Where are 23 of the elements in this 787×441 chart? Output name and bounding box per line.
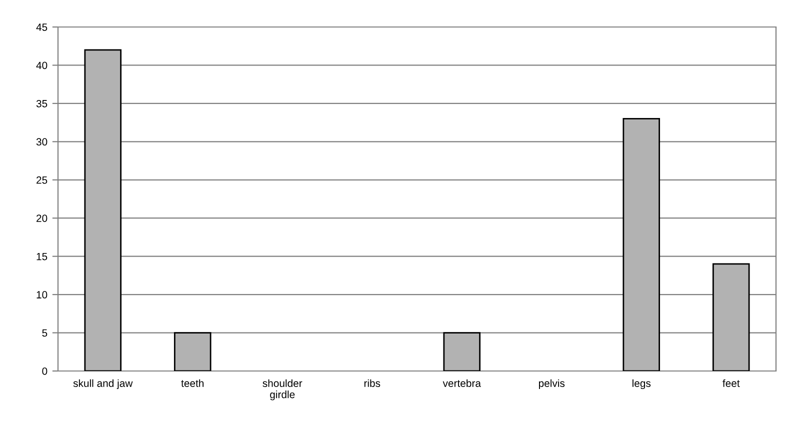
- x-tick-label: ribs: [364, 379, 380, 387]
- bar: [712, 263, 750, 371]
- y-tick-label: 10: [36, 291, 48, 298]
- bar: [174, 332, 212, 371]
- x-tick-label: legs: [632, 379, 651, 390]
- y-tick-label: 0: [42, 368, 48, 375]
- x-tick-label: pelvis: [538, 379, 565, 390]
- y-tick-label: 45: [36, 24, 48, 31]
- y-tick-label: 30: [36, 138, 48, 146]
- x-tick-label: vertebra: [442, 379, 481, 387]
- bar: [622, 118, 660, 371]
- y-tick-label: 5: [42, 329, 48, 337]
- bar: [84, 49, 122, 371]
- y-tick-label: 25: [36, 176, 48, 184]
- x-tick-label: feet: [722, 379, 740, 387]
- x-tick-label: shoulder girdle: [262, 379, 302, 400]
- y-tick-label: 20: [36, 214, 48, 222]
- y-tick-label: 35: [36, 100, 48, 108]
- x-tick-label: skull and jaw: [73, 379, 133, 390]
- y-tick-label: 15: [36, 252, 48, 260]
- bar: [443, 332, 481, 371]
- x-tick-label: teeth: [181, 379, 204, 387]
- y-tick-label: 40: [36, 62, 48, 70]
